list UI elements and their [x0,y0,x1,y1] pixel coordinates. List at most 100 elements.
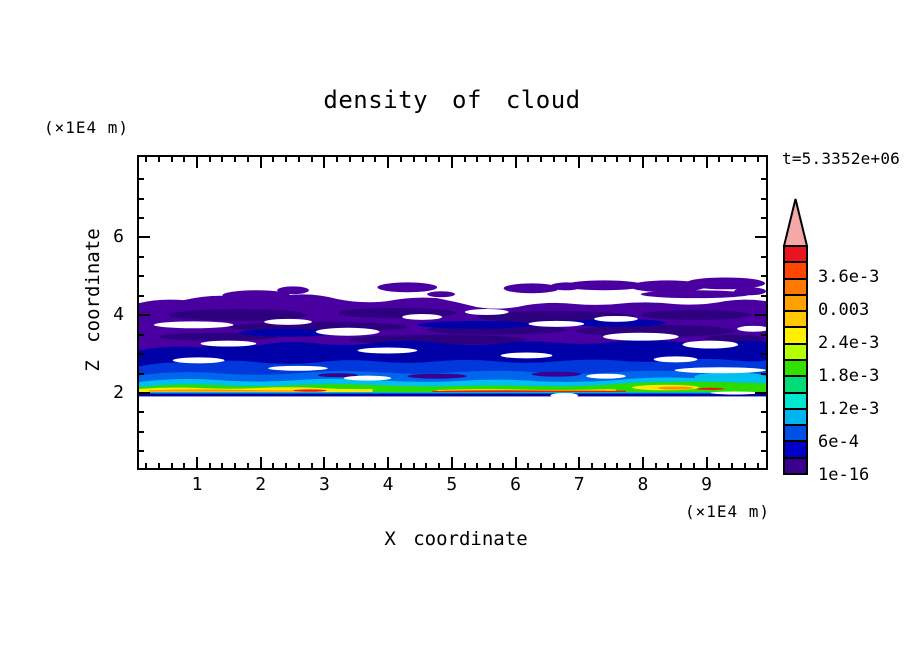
tick-mark [157,157,160,162]
tick-mark [552,157,555,162]
tick-mark [603,463,606,468]
tick-mark [139,353,144,356]
tick-mark [680,157,683,162]
tick-mark [310,463,313,468]
x-tick-label: 8 [637,474,649,495]
tick-mark [139,430,144,433]
tick-mark [387,457,390,468]
colorbar-segment [785,263,806,280]
colorbar-segment [785,442,806,459]
tick-mark [489,463,492,468]
tick-mark [139,255,144,258]
colorbar-tick-label: 2.4e-3 [818,333,880,354]
plot-area [137,155,768,470]
tick-mark [667,463,670,468]
tick-mark [208,463,211,468]
cloud-density-contour-field [139,277,766,398]
colorbar-tick-label: 3.6e-3 [818,267,880,288]
y-axis-unit-label: (×1E4 m) [44,118,130,137]
tick-mark [761,450,766,453]
tick-mark [718,463,721,468]
tick-mark [412,463,415,468]
y-tick-label: 2 [113,382,124,403]
tick-mark [755,314,766,317]
tick-mark [539,463,542,468]
tick-mark [297,463,300,468]
tick-mark [743,157,746,162]
cloud-gaps-white [153,309,766,398]
tick-mark [285,157,288,162]
colorbar-segment [785,393,806,410]
tick-mark [139,450,144,453]
tick-mark [565,157,568,162]
tick-mark [565,463,568,468]
colorbar [783,245,808,475]
tick-mark [761,216,766,219]
chart-title: density of cloud [323,86,581,114]
tick-mark [139,411,144,414]
tick-mark [761,372,766,375]
tick-mark [761,411,766,414]
tick-mark [234,157,237,162]
x-tick-label: 1 [191,474,203,495]
tick-mark [399,463,402,468]
x-axis-title: X coordinate [384,528,528,550]
tick-mark [680,463,683,468]
tick-mark [501,157,504,162]
tick-mark [463,157,466,162]
tick-mark [374,157,377,162]
tick-mark [578,457,581,468]
tick-mark [285,463,288,468]
tick-mark [157,463,160,468]
tick-mark [221,157,224,162]
colorbar-segment [785,295,806,313]
colorbar-tick-label: 0.003 [818,300,870,321]
tick-mark [489,157,492,162]
tick-mark [259,157,262,168]
tick-mark [259,457,262,468]
tick-mark [246,463,249,468]
tick-mark [761,294,766,297]
tick-mark [463,463,466,468]
y-tick-label: 6 [113,226,124,248]
tick-mark [731,463,734,468]
colorbar-tick-label: 6e-4 [818,431,859,452]
tick-mark [348,463,351,468]
tick-mark [755,236,766,239]
tick-mark [755,392,766,394]
tick-mark [361,157,364,162]
tick-mark [641,457,644,468]
tick-mark [450,157,453,168]
tick-mark [603,157,606,162]
tick-mark [361,463,364,468]
tick-mark [234,463,237,468]
tick-mark [425,157,428,162]
y-tick-label: 4 [113,304,124,326]
tick-mark [139,216,144,219]
tick-mark [641,157,644,168]
tick-mark [183,157,186,162]
tick-mark [761,333,766,336]
tick-mark [476,463,479,468]
tick-mark [221,463,224,468]
time-annotation: t=5.3352e+06 [782,149,900,168]
tick-mark [692,157,695,162]
tick-mark [272,157,275,162]
colorbar-segment [785,344,806,361]
colorbar-segment [785,426,806,443]
tick-mark [139,197,144,200]
tick-mark [705,457,708,468]
tick-mark [761,430,766,433]
tick-mark [272,463,275,468]
colorbar-segment [785,247,806,264]
contour-cloud-base [139,391,766,397]
colorbar-overflow-arrow [782,198,809,247]
tick-mark [196,157,198,168]
tick-mark [310,157,313,162]
tick-mark [139,333,144,336]
tick-mark [761,275,766,278]
tick-mark [208,157,211,162]
tick-mark [336,463,339,468]
colorbar-segment [785,312,806,329]
